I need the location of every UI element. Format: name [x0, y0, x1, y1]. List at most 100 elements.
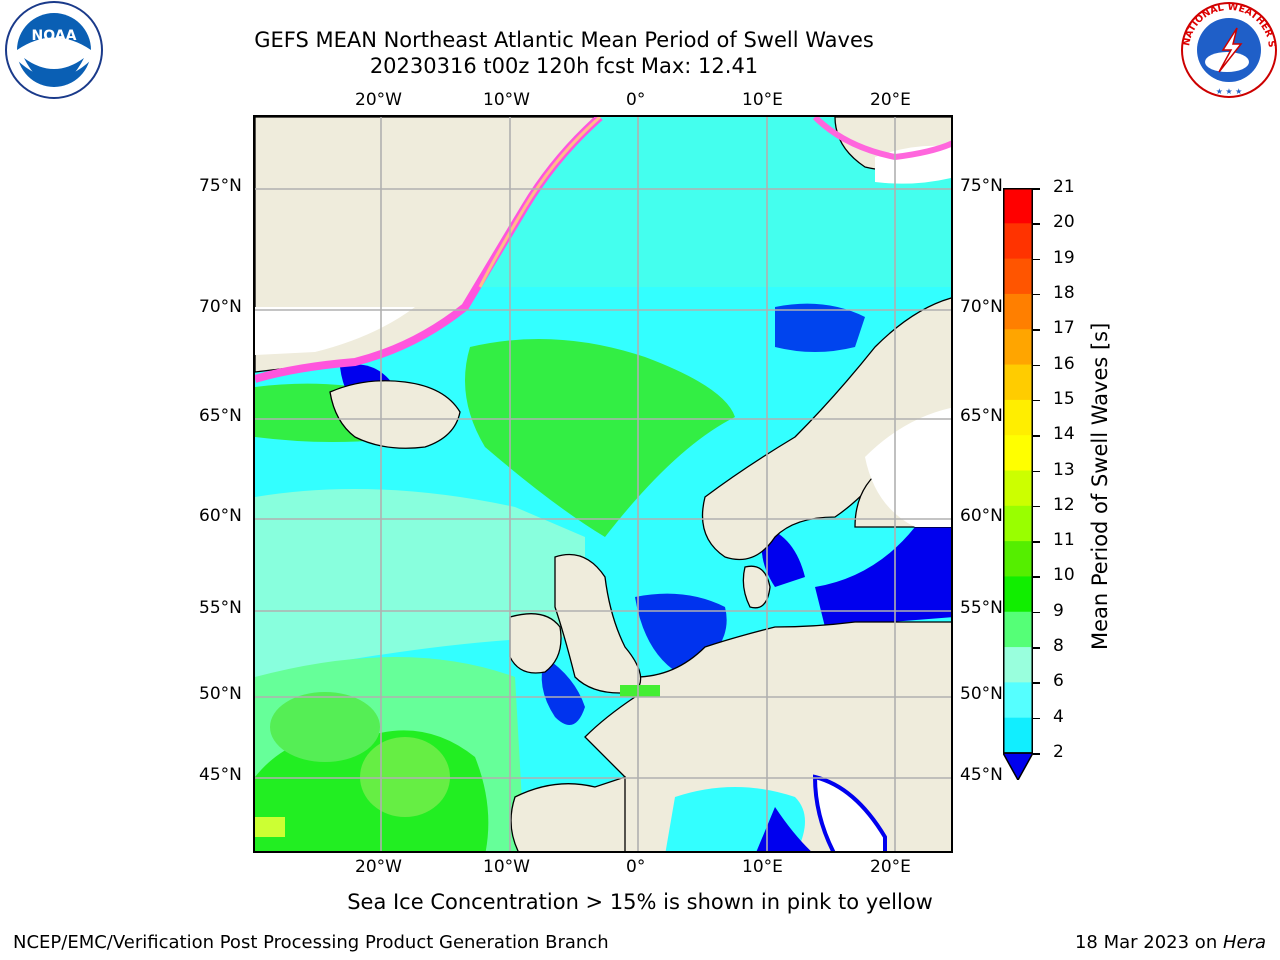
colorbar-tick-mark [1033, 576, 1040, 578]
colorbar-tick-mark [1033, 223, 1040, 225]
lat-tick-right-45n: 45°N [960, 765, 1003, 785]
colorbar-tick-mark [1033, 541, 1040, 543]
lat-tick-right-65n: 65°N [960, 406, 1003, 426]
swell-area-green-north [465, 339, 735, 537]
colorbar-tick-label: 18 [1053, 282, 1075, 303]
lat-tick-left-50n: 50°N [199, 684, 242, 704]
land-iberia [510, 776, 626, 851]
colorbar-segment [1003, 647, 1033, 683]
lat-tick-right-60n: 60°N [960, 506, 1003, 526]
land-iceland [329, 380, 461, 449]
colorbar-tick-label: 16 [1053, 353, 1075, 374]
lat-tick-right-50n: 50°N [960, 684, 1003, 704]
footer-date: 18 Mar 2023 on Hera [1075, 932, 1266, 953]
colorbar-segment [1003, 188, 1033, 224]
chart-title: GEFS MEAN Northeast Atlantic Mean Period… [254, 28, 874, 52]
colorbar-segment [1003, 717, 1033, 754]
noaa-logo-text: NOAA [32, 28, 77, 44]
lon-tick-bottom-20w: 20°W [355, 857, 402, 877]
colorbar-extend-triangle [1001, 752, 1035, 782]
colorbar-tick-mark [1033, 399, 1040, 402]
colorbar-tick-label: 9 [1053, 600, 1064, 621]
colorbar-label: Mean Period of Swell Waves [s] [1088, 322, 1112, 650]
land-great-britain [554, 553, 642, 694]
lon-tick-top-10e: 10°E [742, 90, 783, 110]
colorbar-tick-mark [1033, 682, 1040, 684]
lon-tick-top-20e: 20°E [870, 90, 911, 110]
swell-low-baltic [815, 527, 951, 627]
colorbar-tick-label: 11 [1053, 530, 1075, 551]
lon-tick-bottom-10e: 10°E [742, 857, 783, 877]
colorbar-tick-label: 14 [1053, 424, 1075, 445]
lat-tick-right-70n: 70°N [960, 297, 1003, 317]
colorbar-segment [1003, 258, 1033, 295]
colorbar-outline [1003, 188, 1033, 754]
colorbar-tick-mark [1033, 364, 1040, 367]
chart-subtitle: 20230316 t00z 120h fcst Max: 12.41 [369, 54, 759, 78]
land-continental-europe [584, 621, 951, 851]
lon-tick-bottom-10w: 10°W [483, 857, 530, 877]
colorbar-tick-label: 17 [1053, 318, 1075, 339]
colorbar-tick-label: 10 [1053, 565, 1075, 586]
colorbar-tick-mark [1033, 611, 1040, 614]
colorbar-tick-mark [1033, 470, 1040, 472]
colorbar-segment [1003, 399, 1033, 436]
land-ireland [509, 613, 562, 674]
colorbar-tick-label: 4 [1053, 706, 1064, 727]
lat-tick-left-55n: 55°N [199, 598, 242, 618]
lon-tick-bottom-0: 0° [626, 857, 646, 877]
lon-tick-top-0: 0° [626, 90, 646, 110]
colorbar-segment [1003, 293, 1033, 330]
lon-tick-top-10w: 10°W [483, 90, 530, 110]
colorbar [1001, 188, 1035, 782]
colorbar-tick-label: 2 [1053, 742, 1064, 762]
colorbar-segment [1003, 541, 1033, 577]
colorbar-segment [1003, 223, 1033, 260]
noaa-logo: NOAA [2, 0, 106, 102]
colorbar-tick-label: 13 [1053, 459, 1075, 480]
colorbar-segment [1003, 435, 1033, 471]
colorbar-tick-label: 8 [1053, 636, 1064, 657]
colorbar-tick-mark [1033, 647, 1040, 649]
colorbar-segment [1003, 576, 1033, 613]
lat-tick-left-60n: 60°N [199, 506, 242, 526]
lat-tick-left-45n: 45°N [199, 765, 242, 785]
colorbar-segment [1003, 364, 1033, 401]
colorbar-segment [1003, 329, 1033, 366]
colorbar-tick-mark [1033, 505, 1040, 508]
map-panel [253, 115, 953, 853]
nws-logo: NATIONAL WEATHER SERVICE ★ ★ ★ [1175, 0, 1279, 100]
colorbar-tick-mark [1033, 717, 1040, 720]
colorbar-tick-label: 21 [1053, 177, 1075, 197]
land-denmark [742, 565, 771, 609]
lat-tick-left-65n: 65°N [199, 406, 242, 426]
colorbar-tick-label: 15 [1053, 388, 1075, 409]
colorbar-tick-label: 6 [1053, 671, 1064, 692]
colorbar-segment [1003, 611, 1033, 648]
colorbar-tick-label: 20 [1053, 212, 1075, 233]
colorbar-tick-label: 12 [1053, 494, 1075, 515]
colorbar-tick-mark [1033, 435, 1040, 437]
footer-credit: NCEP/EMC/Verification Post Processing Pr… [13, 932, 609, 953]
sea-ice-note: Sea Ice Concentration > 15% is shown in … [347, 890, 933, 914]
colorbar-tick-mark [1033, 329, 1040, 331]
colorbar-tick-mark [1033, 258, 1040, 261]
lon-tick-bottom-20e: 20°E [870, 857, 911, 877]
colorbar-tick-mark [1033, 293, 1040, 296]
colorbar-tick-mark [1033, 753, 1040, 755]
colorbar-segment [1003, 470, 1033, 507]
lat-tick-right-55n: 55°N [960, 598, 1003, 618]
colorbar-segment [1003, 682, 1033, 719]
lat-tick-left-75n: 75°N [199, 176, 242, 196]
footer-date-text: 18 Mar 2023 on [1074, 932, 1223, 953]
colorbar-tick-mark [1033, 188, 1040, 190]
colorbar-segment [1003, 505, 1033, 542]
swell-band-9s [255, 489, 585, 677]
lon-tick-top-20w: 20°W [355, 90, 402, 110]
footer-host: Hera [1222, 932, 1266, 953]
lat-tick-right-75n: 75°N [960, 176, 1003, 196]
colorbar-tick-label: 19 [1053, 247, 1075, 268]
graticule [255, 117, 951, 851]
lat-tick-left-70n: 70°N [199, 297, 242, 317]
svg-text:★ ★ ★: ★ ★ ★ [1216, 87, 1243, 96]
